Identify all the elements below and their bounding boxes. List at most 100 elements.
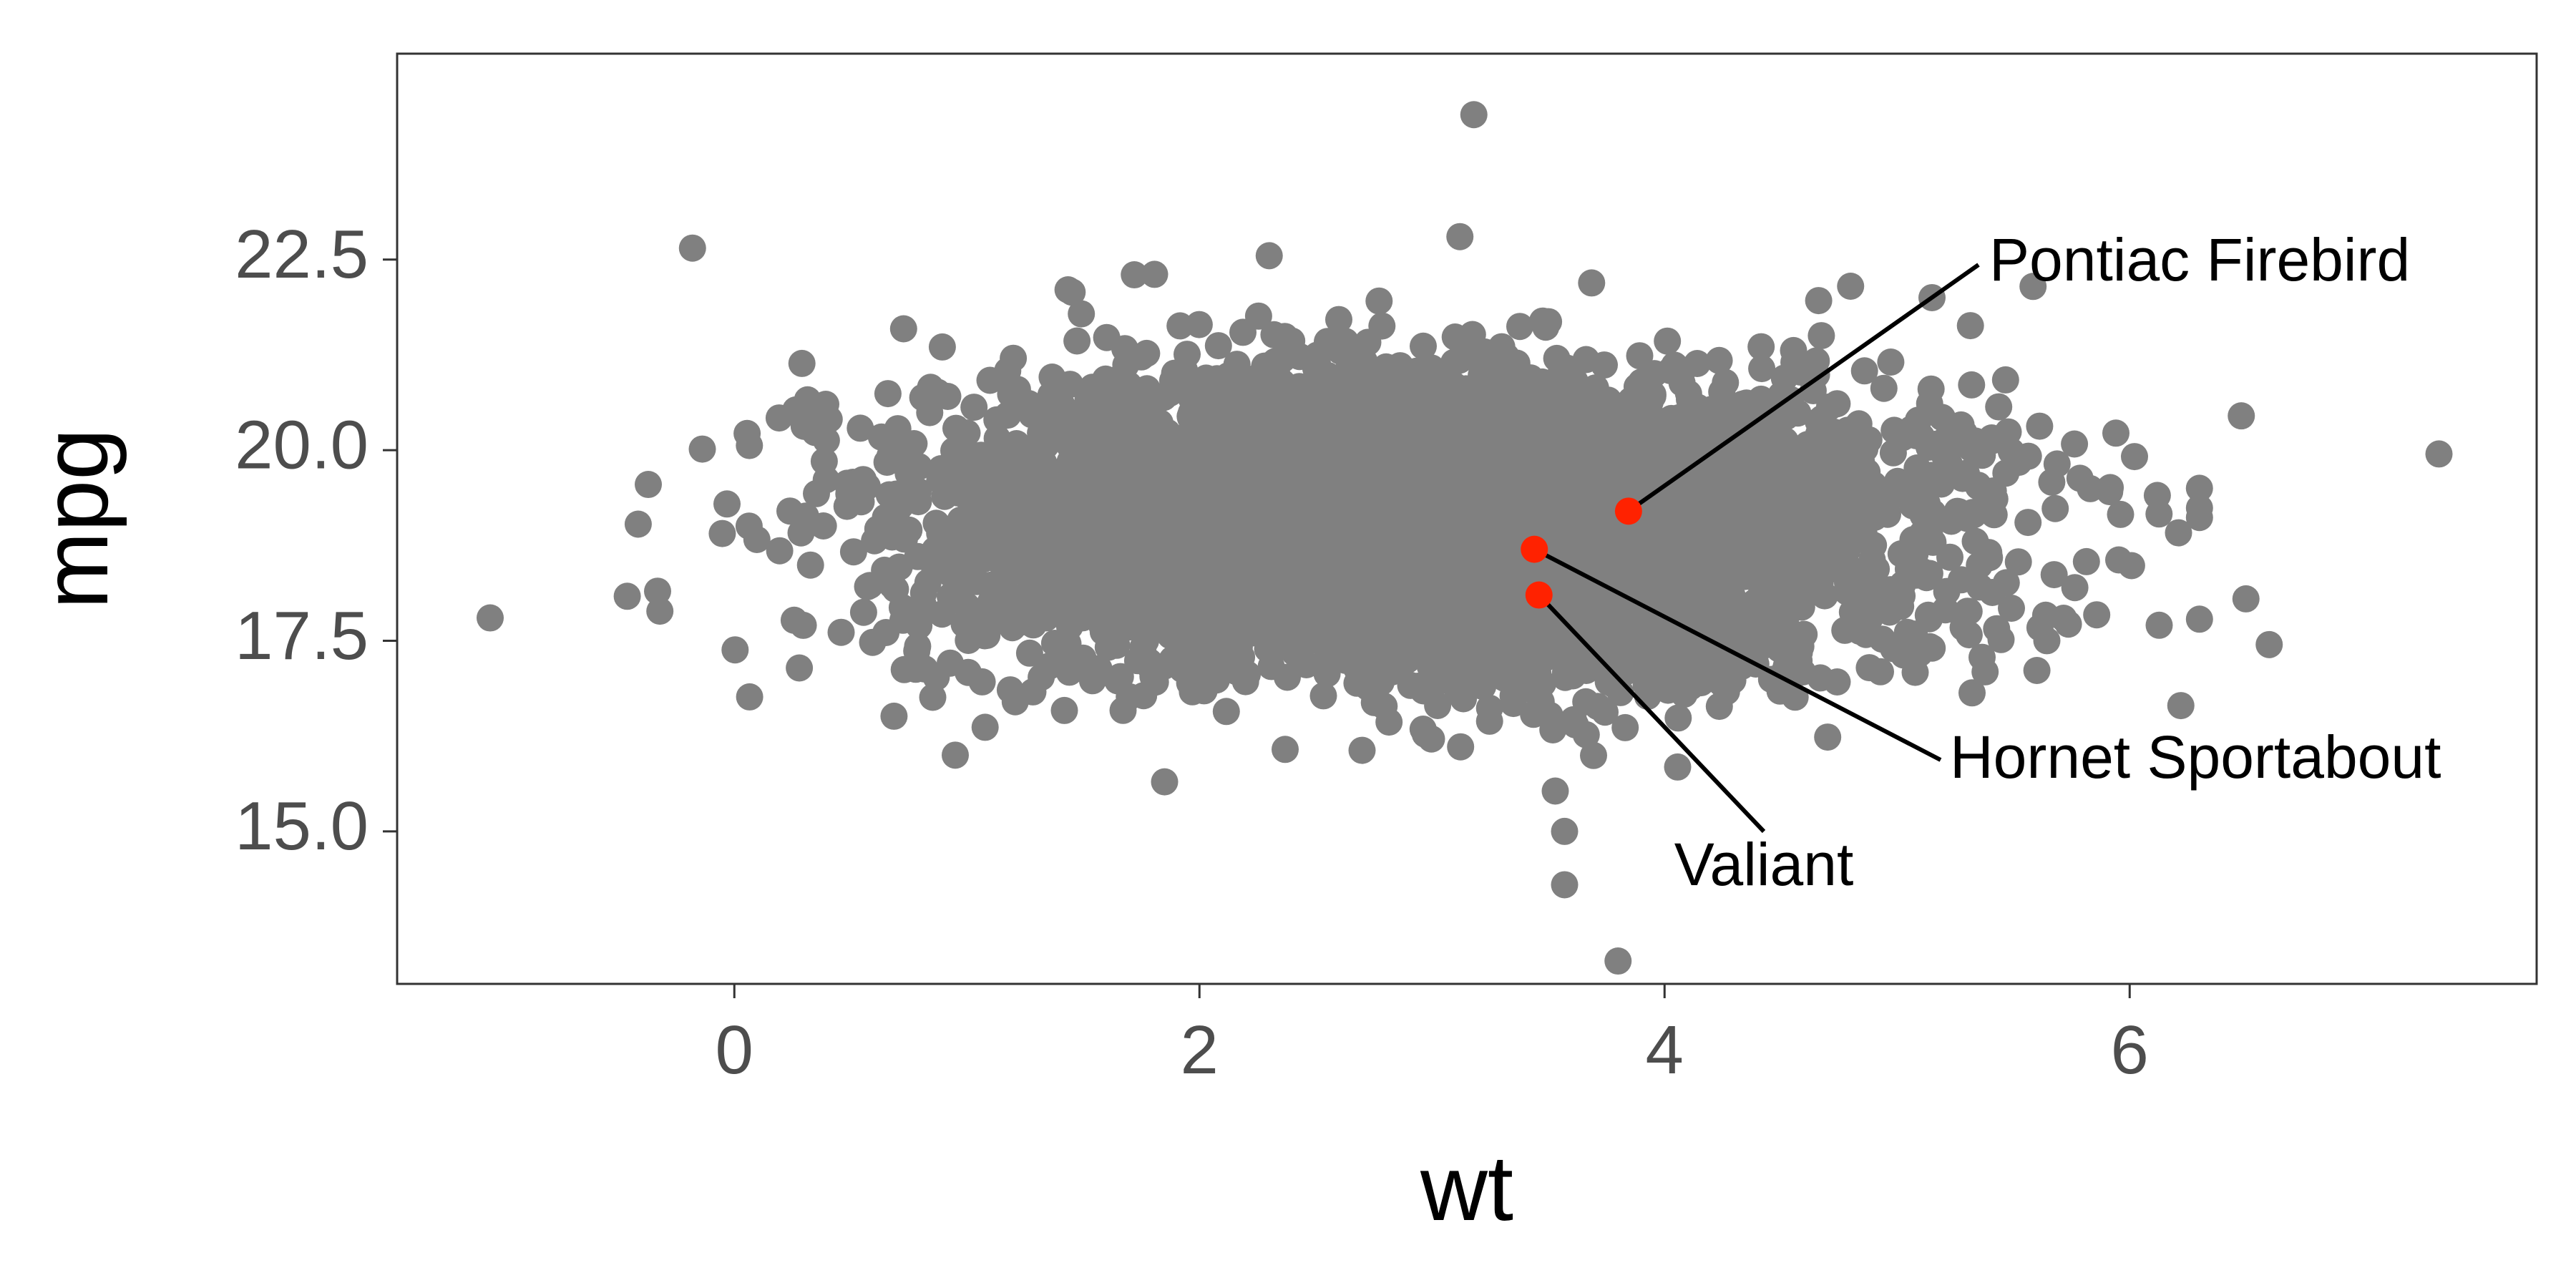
data-point — [1058, 278, 1086, 306]
data-point — [1420, 670, 1448, 698]
data-point — [688, 435, 716, 463]
data-point — [2107, 500, 2135, 528]
data-point — [1877, 348, 1905, 376]
data-point — [2014, 509, 2042, 537]
data-point — [2143, 482, 2171, 509]
data-point — [1309, 682, 1337, 710]
data-point — [2004, 548, 2032, 576]
data-point — [1626, 342, 1654, 370]
data-point — [2083, 601, 2111, 629]
data-point — [928, 333, 956, 361]
data-point — [960, 394, 988, 421]
data-point — [1664, 704, 1692, 732]
data-point — [1559, 706, 1587, 733]
data-point — [1272, 736, 1299, 763]
data-point — [1968, 643, 1996, 671]
data-point — [1992, 569, 2020, 597]
data-point — [1506, 313, 1533, 341]
data-point — [827, 618, 855, 646]
data-point — [983, 406, 1011, 434]
data-point — [1418, 725, 1445, 753]
data-point — [879, 572, 906, 600]
data-point — [1917, 375, 1945, 403]
data-point — [2165, 519, 2192, 547]
data-point — [1410, 332, 1437, 360]
data-point — [1747, 333, 1775, 361]
data-point — [1748, 355, 1776, 383]
data-point — [2066, 464, 2094, 492]
data-point — [1536, 701, 1563, 729]
data-point — [971, 443, 999, 471]
data-point — [1529, 670, 1557, 698]
data-point — [1500, 690, 1527, 718]
data-point — [1719, 667, 1747, 694]
data-point — [1397, 671, 1425, 699]
data-point — [1130, 682, 1158, 710]
data-point — [919, 683, 947, 711]
data-point — [1260, 321, 1288, 348]
data-point — [1906, 640, 1933, 668]
data-point — [856, 572, 884, 600]
data-point — [2061, 430, 2089, 458]
data-point — [1958, 679, 1986, 707]
data-point — [996, 676, 1024, 704]
data-point — [1532, 313, 1560, 341]
data-point — [788, 349, 816, 377]
data-point — [1002, 430, 1030, 457]
data-point — [1705, 346, 1733, 374]
data-point — [1591, 698, 1619, 726]
data-point — [833, 492, 861, 520]
data-point — [847, 414, 874, 442]
data-point — [1936, 543, 1963, 571]
data-point — [1212, 698, 1240, 726]
data-point — [889, 315, 917, 343]
data-point — [924, 379, 952, 406]
data-point — [1203, 666, 1230, 694]
data-point — [971, 713, 999, 741]
data-point — [1991, 366, 2019, 394]
data-point — [815, 406, 843, 433]
data-point — [1370, 692, 1398, 720]
data-point — [2121, 443, 2148, 471]
data-point — [1578, 269, 1606, 297]
data-point — [1204, 332, 1232, 360]
data-point — [1845, 410, 1873, 438]
data-point — [1958, 371, 1986, 399]
data-point — [1870, 374, 1898, 402]
data-point — [1509, 369, 1537, 396]
data-point — [1814, 723, 1842, 751]
data-point — [2185, 605, 2213, 633]
data-point — [1532, 643, 1560, 671]
data-point — [2049, 605, 2077, 632]
data-point — [873, 449, 901, 476]
data-point — [766, 537, 794, 565]
data-point — [1998, 595, 2025, 622]
data-point — [1428, 358, 1455, 386]
data-point — [796, 551, 824, 579]
data-point — [776, 497, 804, 525]
data-point — [1447, 733, 1475, 761]
data-point — [1985, 393, 2013, 421]
data-point — [1185, 311, 1213, 338]
data-point — [2185, 504, 2213, 532]
data-point — [904, 633, 932, 660]
data-point — [812, 426, 840, 454]
data-point — [1028, 663, 1055, 691]
data-point — [1903, 422, 1931, 449]
data-point — [765, 404, 793, 432]
data-point — [839, 538, 867, 566]
data-point — [909, 579, 937, 607]
data-point — [786, 654, 814, 682]
data-point — [1348, 736, 1376, 764]
data-point — [721, 636, 749, 664]
data-point — [613, 582, 641, 610]
data-point — [2145, 611, 2173, 639]
data-point — [1947, 566, 1975, 594]
data-point — [708, 519, 736, 547]
data-point — [1223, 351, 1251, 379]
data-point — [1128, 343, 1156, 371]
data-point — [849, 598, 877, 626]
points-layer — [477, 101, 2453, 975]
